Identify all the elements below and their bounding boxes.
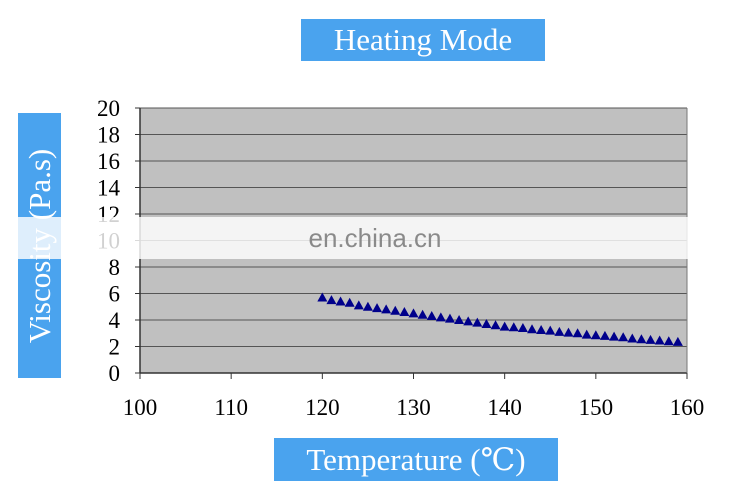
x-tick-label: 110	[214, 395, 248, 420]
data-point	[609, 331, 620, 341]
data-point	[344, 297, 355, 307]
y-tick-label: 0	[109, 361, 121, 386]
data-point	[581, 329, 592, 339]
y-tick-label: 4	[109, 308, 121, 333]
y-tick-label: 18	[97, 123, 120, 148]
chart-title-box: Heating Mode	[301, 19, 545, 61]
grid-lines	[140, 107, 687, 347]
data-point	[572, 328, 583, 338]
watermark-band	[0, 217, 750, 259]
x-tick-label: 160	[670, 395, 705, 420]
data-point	[654, 335, 665, 345]
data-point	[599, 330, 610, 340]
data-point	[335, 296, 346, 306]
data-point	[372, 303, 383, 313]
watermark: en.china.cn	[0, 217, 750, 259]
data-point	[390, 305, 401, 315]
y-tick-label: 6	[109, 282, 121, 307]
x-tick-label: 120	[305, 395, 340, 420]
data-point	[417, 309, 428, 319]
x-tick-labels: 100 110 120 130 140 150 160	[123, 395, 705, 420]
data-point	[554, 326, 565, 336]
data-point	[645, 334, 656, 344]
chart-title: Heating Mode	[333, 22, 513, 57]
x-axis-label: Temperature (℃)	[306, 441, 526, 477]
data-point	[362, 301, 373, 311]
data-point	[590, 330, 601, 340]
data-point	[517, 322, 528, 332]
x-axis-label-box: Temperature (℃)	[274, 438, 558, 481]
data-point	[454, 315, 465, 324]
y-tick-label: 20	[97, 96, 120, 121]
data-point	[353, 300, 364, 310]
data-series	[317, 292, 683, 346]
data-point	[563, 327, 574, 337]
data-point	[435, 312, 446, 322]
data-point	[627, 333, 638, 343]
data-point	[326, 295, 337, 305]
x-tick-label: 100	[123, 395, 158, 420]
data-point	[408, 308, 419, 318]
data-point	[663, 336, 674, 346]
data-point	[490, 320, 501, 330]
y-tick-label: 8	[109, 255, 121, 280]
data-point	[481, 318, 492, 328]
y-tick-label: 2	[109, 335, 121, 360]
data-point	[426, 311, 437, 321]
data-point	[444, 313, 455, 323]
x-tick-label: 140	[487, 395, 522, 420]
data-point	[508, 322, 519, 332]
data-point	[472, 317, 483, 327]
x-tick-label: 150	[579, 395, 614, 420]
y-tick-label: 14	[97, 176, 121, 201]
data-point	[317, 292, 328, 302]
data-point	[636, 334, 647, 344]
data-point	[545, 325, 556, 335]
watermark-text: en.china.cn	[308, 222, 442, 253]
data-point	[672, 336, 683, 346]
data-point	[618, 332, 629, 342]
data-point	[536, 324, 547, 334]
y-tick-label: 16	[97, 149, 120, 174]
data-point	[463, 316, 474, 326]
x-tick-label: 130	[396, 395, 431, 420]
data-point	[381, 304, 392, 314]
data-point	[399, 307, 410, 317]
data-point	[499, 321, 510, 331]
data-point	[527, 324, 538, 334]
